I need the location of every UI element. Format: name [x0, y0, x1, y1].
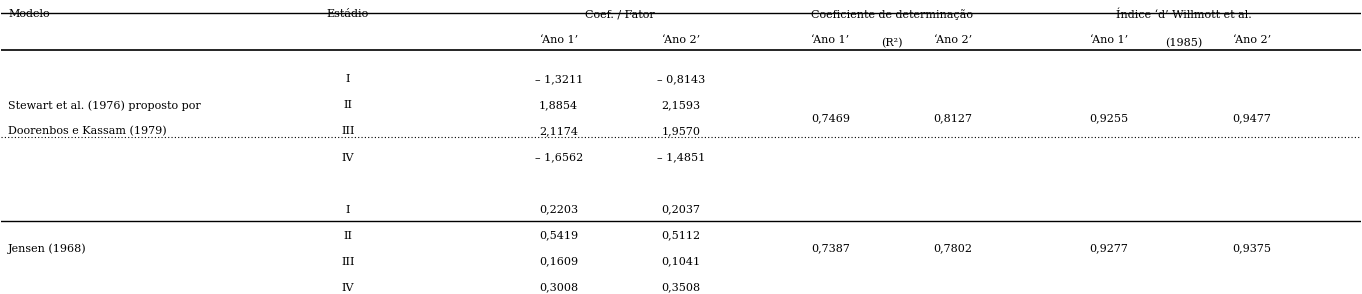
- Text: I: I: [346, 205, 350, 215]
- Text: ‘Ano 2’: ‘Ano 2’: [1233, 35, 1271, 45]
- Text: 2,1593: 2,1593: [662, 101, 700, 111]
- Text: 0,9477: 0,9477: [1233, 113, 1271, 123]
- Text: 0,9375: 0,9375: [1233, 244, 1271, 254]
- Text: – 1,6562: – 1,6562: [534, 153, 583, 163]
- Text: Jensen (1968): Jensen (1968): [8, 243, 87, 254]
- Text: ‘Ano 2’: ‘Ano 2’: [662, 35, 700, 45]
- Text: 2,1174: 2,1174: [539, 126, 579, 136]
- Text: Coef. / Fator: Coef. / Fator: [584, 9, 655, 19]
- Text: ‘Ano 2’: ‘Ano 2’: [934, 35, 972, 45]
- Text: 1,9570: 1,9570: [662, 126, 700, 136]
- Text: 0,9255: 0,9255: [1090, 113, 1129, 123]
- Text: IV: IV: [342, 153, 354, 163]
- Text: 0,5112: 0,5112: [662, 230, 700, 240]
- Text: Índice ‘d’ Willmott et al.: Índice ‘d’ Willmott et al.: [1115, 9, 1252, 20]
- Text: ‘Ano 1’: ‘Ano 1’: [1090, 35, 1128, 45]
- Text: II: II: [343, 101, 353, 111]
- Text: 0,3508: 0,3508: [662, 283, 700, 293]
- Text: III: III: [342, 257, 354, 267]
- Text: I: I: [346, 74, 350, 84]
- Text: 0,9277: 0,9277: [1090, 244, 1129, 254]
- Text: 0,7802: 0,7802: [933, 244, 972, 254]
- Text: 0,2037: 0,2037: [662, 205, 700, 215]
- Text: IV: IV: [342, 283, 354, 293]
- Text: – 1,3211: – 1,3211: [534, 74, 583, 84]
- Text: Estádio: Estádio: [327, 9, 369, 19]
- Text: (R²): (R²): [881, 38, 903, 48]
- Text: II: II: [343, 230, 353, 240]
- Text: ‘Ano 1’: ‘Ano 1’: [539, 35, 577, 45]
- Text: – 1,4851: – 1,4851: [656, 153, 706, 163]
- Text: Modelo: Modelo: [8, 9, 50, 19]
- Text: 0,2203: 0,2203: [539, 205, 579, 215]
- Text: Doorenbos e Kassam (1979): Doorenbos e Kassam (1979): [8, 126, 166, 137]
- Text: 0,8127: 0,8127: [933, 113, 972, 123]
- Text: Stewart et al. (1976) proposto por: Stewart et al. (1976) proposto por: [8, 100, 202, 111]
- Text: 1,8854: 1,8854: [539, 101, 579, 111]
- Text: 0,1041: 0,1041: [662, 257, 700, 267]
- Text: Coeficiente de determinação: Coeficiente de determinação: [810, 9, 972, 20]
- Text: III: III: [342, 126, 354, 136]
- Text: ‘Ano 1’: ‘Ano 1’: [812, 35, 850, 45]
- Text: 0,7387: 0,7387: [812, 244, 850, 254]
- Text: 0,5419: 0,5419: [539, 230, 579, 240]
- Text: 0,1609: 0,1609: [539, 257, 579, 267]
- Text: 0,7469: 0,7469: [810, 113, 850, 123]
- Text: (1985): (1985): [1166, 38, 1203, 48]
- Text: 0,3008: 0,3008: [539, 283, 579, 293]
- Text: – 0,8143: – 0,8143: [656, 74, 706, 84]
